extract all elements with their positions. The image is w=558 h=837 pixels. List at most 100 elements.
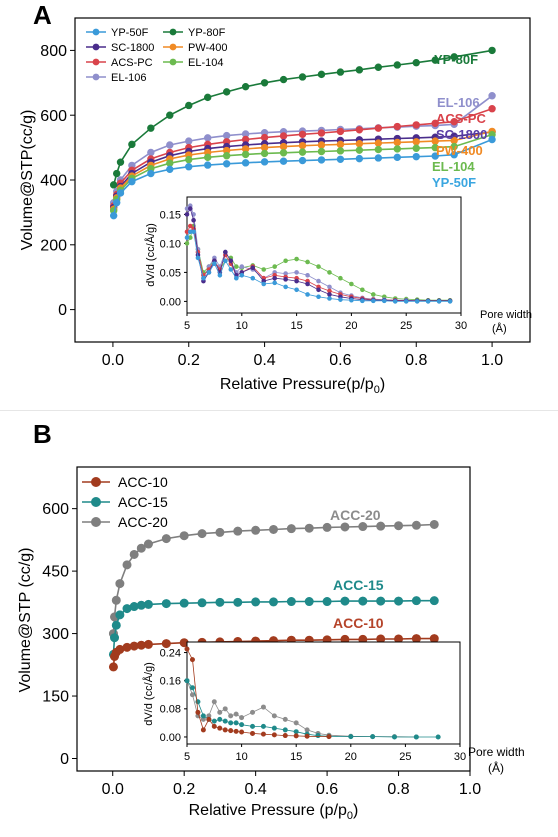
b-series-label-acc-20: ACC-20 [330, 507, 381, 523]
b-inset-y-tick-label: 0.08 [160, 704, 181, 716]
b-inset-point-acc-15 [217, 716, 223, 722]
b-inset-series-acc-10 [184, 646, 332, 740]
b-inset-y-tick-label: 0.00 [160, 732, 181, 744]
b-point-acc-15 [286, 597, 296, 607]
b-point-acc-15 [394, 596, 404, 606]
a-point-acs-pc [450, 117, 458, 126]
b-series-label-acc-10: ACC-10 [333, 615, 384, 631]
b-x-tick-label: 0.8 [387, 781, 409, 798]
a-x-tick-label: 1.0 [481, 352, 503, 369]
a-point-yp-80f [116, 158, 125, 166]
a-point-el-104 [355, 146, 364, 154]
a-x-tick-label: 0.6 [329, 352, 351, 369]
b-legend: ACC-10 ACC-15 ACC-20 [82, 474, 168, 530]
b-inset-point-acc-15 [271, 725, 277, 731]
b-legend-label-acc-20: ACC-20 [118, 514, 168, 530]
a-inset-point-yp-50f [425, 299, 431, 304]
a-point-el-104 [204, 153, 212, 162]
a-legend-box [80, 24, 240, 84]
a-point-yp-50f [185, 163, 193, 171]
a-inset-x-axis-title: Pore width [480, 309, 532, 321]
b-inset-axes: 5 10 15 20 25 30 0.00 0.08 0.16 0.24 [160, 641, 466, 763]
a-point-yp-80f [450, 53, 458, 61]
b-point-acc-15 [304, 597, 314, 607]
a-point-yp-80f [147, 124, 155, 132]
b-y-tick-label: 300 [42, 626, 69, 643]
a-point-yp-80f [393, 61, 401, 69]
b-inset-point-acc-15 [293, 729, 299, 735]
a-inset-point-yp-80f [294, 256, 299, 262]
b-inset-point-acc-15 [222, 718, 228, 724]
b-inset-point-acc-10 [239, 729, 245, 735]
a-y-axis-title: Volume@STP(cc/g) [19, 110, 36, 251]
b-point-acc-20 [197, 529, 207, 539]
a-inset-point-sc-1800 [327, 292, 332, 297]
a-point-yp-80f [166, 111, 174, 119]
a-point-pw-400 [317, 141, 326, 149]
b-point-acc-20 [322, 522, 332, 532]
b-inset-point-acc-10 [200, 727, 206, 733]
a-point-el-104 [166, 159, 174, 167]
b-inset-point-acc-20 [282, 716, 288, 722]
b-inset-point-acc-15 [233, 720, 239, 726]
a-point-yp-50f [116, 189, 125, 197]
a-inset-x-tick-label: 15 [290, 320, 302, 332]
b-inset-point-acc-10 [304, 733, 310, 739]
b-inset-point-acc-20 [250, 709, 256, 715]
a-point-yp-50f [355, 154, 364, 163]
a-x-axis-title: Relative Pressure(p/p0) [220, 376, 385, 396]
a-inset-point-yp-80f [305, 259, 310, 265]
a-y-tick-label: 200 [40, 237, 67, 254]
a-legend-label-el-106: EL-106 [111, 72, 146, 84]
b-inset-point-acc-15 [184, 678, 190, 684]
b-point-acc-15 [143, 599, 153, 609]
a-point-yp-80f [128, 140, 136, 149]
a-point-acs-pc [374, 124, 383, 132]
b-inset-plot-frame [186, 641, 461, 745]
b-inset-y-axis-title: dV/d (cc/Å/g) [142, 662, 155, 726]
a-point-pw-400 [298, 141, 307, 150]
a-series-label-sc-1800: SC-1800 [436, 127, 487, 142]
b-plot-frame [76, 466, 471, 772]
b-inset-point-acc-20 [217, 709, 223, 715]
a-inset-x-axis-unit: (Å) [492, 322, 507, 335]
b-inset-x-tick-label: 10 [235, 751, 247, 763]
b-inset-point-acc-10 [195, 709, 201, 715]
a-series-label-yp-50f: YP-50F [432, 175, 476, 190]
a-point-yp-80f [317, 70, 326, 79]
a-inset-point-yp-50f [392, 299, 398, 304]
b-inset-point-acc-10 [293, 733, 299, 739]
a-inset-point-yp-80f [261, 267, 267, 272]
b-inset-x-axis-title: Pore width [468, 745, 525, 759]
b-point-acc-20 [161, 534, 171, 544]
b-point-acc-15 [411, 596, 421, 606]
b-inset-point-acc-20 [189, 692, 195, 698]
a-point-yp-80f [412, 59, 420, 67]
b-inset-point-acc-10 [260, 731, 266, 737]
a-point-acs-pc [431, 119, 439, 128]
a-series-label-yp-80f: YP-80F [434, 52, 478, 67]
a-inset-y-tick-label: 0.10 [160, 238, 181, 250]
b-point-acc-20 [286, 524, 296, 534]
a-point-el-104 [298, 148, 307, 156]
b-point-acc-20 [215, 527, 225, 537]
a-line-el-106 [112, 95, 493, 203]
a-inset-point-yp-50f [327, 296, 332, 301]
b-point-acc-10 [143, 639, 153, 649]
a-x-tick-label: 0.0 [102, 352, 124, 369]
a-point-yp-50f [412, 152, 420, 161]
b-x-tick-label: 0.0 [102, 781, 124, 798]
a-legend-marker-sc-1800 [92, 43, 100, 51]
a-legend-marker-acs-pc [92, 58, 100, 66]
b-point-acc-20 [376, 521, 386, 531]
a-inset-point-acs-pc [187, 223, 193, 229]
a-point-acs-pc [355, 126, 364, 134]
b-point-acc-20 [129, 549, 139, 559]
a-inset-point-sc-1800 [187, 206, 193, 211]
a-inset-point-yp-80f [338, 275, 343, 281]
b-point-acc-15 [111, 620, 121, 630]
a-series-label-acs-pc: ACS-PC [436, 111, 486, 126]
a-inset-series-yp-50f [184, 229, 453, 304]
a-inset-plot-frame [186, 196, 462, 314]
